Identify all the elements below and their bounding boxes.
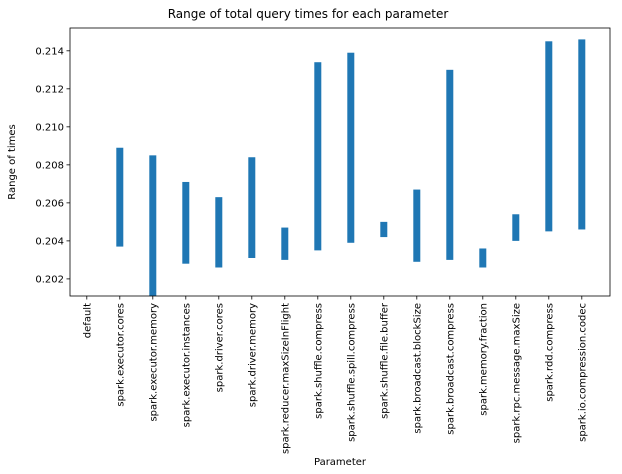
y-tick-label: 0.202 [35,274,64,285]
y-tick-label: 0.208 [35,160,64,171]
x-tick-label: spark.broadcast.compress [445,303,456,435]
x-tick-label: spark.shuffle.file.buffer [379,302,390,419]
bar-spark-driver-memory [248,157,256,258]
x-tick-label: spark.executor.cores [115,303,126,407]
y-tick-label: 0.204 [35,236,64,247]
y-axis-label: Range of times [7,124,18,200]
x-tick-label: spark.io.compression.codec [577,303,588,442]
bar-spark-broadcast-blockSize [413,189,421,262]
x-tick-label: spark.rpc.message.maxSize [511,303,522,443]
x-tick-label: spark.reducer.maxSizeInFlight [280,303,291,454]
x-axis-label: Parameter [314,457,367,468]
y-tick-label: 0.210 [35,122,64,133]
x-tick-label: spark.rdd.compress [544,303,555,402]
bar-spark-memory-fraction [479,248,487,268]
y-tick-label: 0.214 [35,46,64,57]
bar-spark-driver-cores [215,197,223,268]
x-tick-label: default [82,303,93,338]
x-tick-label: spark.shuffle.spill.compress [346,303,357,442]
x-tick-label: spark.executor.memory [148,303,159,422]
bar-spark-shuffle-file-buffer [380,221,388,238]
bar-spark-shuffle-compress [314,62,322,251]
x-tick-label: spark.driver.cores [214,303,225,392]
bar-spark-rdd-compress [545,41,553,232]
bars-layer [116,39,586,296]
y-tick-label: 0.212 [35,84,64,95]
x-tick-label: spark.driver.memory [247,303,258,407]
bar-spark-executor-instances [182,181,190,264]
x-tick-label: spark.shuffle.compress [313,303,324,419]
bar-spark-shuffle-spill-compress [347,52,355,243]
x-tick-label: spark.broadcast.blockSize [412,303,423,434]
bar-spark-rpc-message-maxSize [512,214,520,241]
bar-spark-executor-cores [116,147,124,247]
plot-frame [69,27,611,297]
y-axis: 0.202 0.204 0.206 0.208 0.210 0.212 0.214 [35,46,70,285]
x-tick-label: spark.executor.instances [181,303,192,427]
bar-spark-io-compression-codec [578,39,586,230]
x-tick-label: spark.memory.fraction [478,303,489,416]
bar-spark-broadcast-compress [446,69,454,260]
y-tick-label: 0.206 [35,198,64,209]
bar-spark-executor-memory [149,155,157,296]
chart-title: Range of total query times for each para… [168,7,449,21]
bar-spark-reducer-maxSizeInFlight [281,227,289,260]
x-axis: default spark.executor.cores spark.executo… [82,296,588,454]
